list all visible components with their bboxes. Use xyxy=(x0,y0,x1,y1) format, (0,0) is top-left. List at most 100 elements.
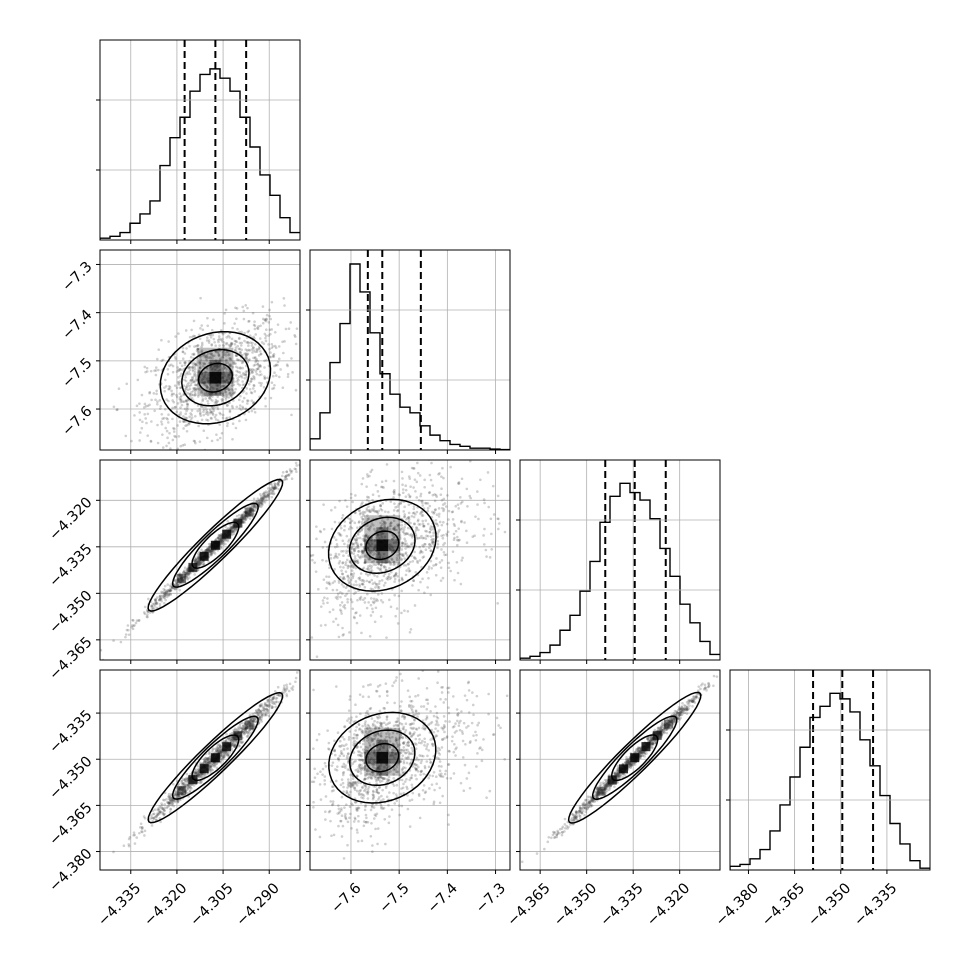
sample-point xyxy=(574,515,577,518)
sample-point xyxy=(407,493,411,496)
sample-point xyxy=(301,615,304,618)
sample-point xyxy=(185,570,189,573)
sample-point xyxy=(197,773,201,776)
sample-point xyxy=(193,345,196,348)
sample-point xyxy=(198,774,202,777)
sample-point xyxy=(361,551,364,554)
sample-point xyxy=(210,767,213,771)
sample-point xyxy=(187,783,190,787)
sample-point xyxy=(263,318,267,321)
sample-point xyxy=(361,537,365,541)
sample-point xyxy=(137,619,141,622)
sample-point xyxy=(257,708,260,712)
sample-point xyxy=(205,418,208,422)
sample-point xyxy=(248,511,252,514)
sample-point xyxy=(369,510,372,513)
sample-point xyxy=(236,382,240,386)
sample-point xyxy=(360,631,363,635)
sample-point xyxy=(233,348,237,352)
sample-point xyxy=(244,511,248,515)
sample-point xyxy=(187,786,191,790)
sample-point xyxy=(229,357,232,360)
sample-point xyxy=(396,622,400,625)
sample-point xyxy=(174,405,177,409)
sample-point xyxy=(173,384,177,387)
sample-point xyxy=(350,526,354,530)
sample-point xyxy=(189,394,192,398)
sample-point xyxy=(469,496,472,500)
sample-point xyxy=(263,495,267,499)
sample-point xyxy=(379,567,383,570)
sample-point xyxy=(256,348,259,352)
sample-point xyxy=(457,539,460,542)
sample-point xyxy=(224,361,227,365)
sample-point xyxy=(168,795,172,799)
sample-point xyxy=(384,566,387,569)
sample-point xyxy=(186,783,189,787)
sample-point xyxy=(282,686,286,690)
sample-point xyxy=(266,487,270,490)
sample-point xyxy=(199,360,202,364)
sample-point xyxy=(213,340,216,344)
sample-point xyxy=(384,479,388,483)
sample-point xyxy=(201,772,205,776)
sample-point xyxy=(224,750,227,754)
sample-point xyxy=(369,603,373,607)
sample-point xyxy=(252,719,255,723)
sample-point xyxy=(219,540,223,543)
sample-point xyxy=(351,500,354,504)
sample-point xyxy=(209,398,213,401)
sample-point xyxy=(193,772,197,776)
sample-point xyxy=(350,519,354,523)
sample-point xyxy=(392,527,395,530)
sample-point xyxy=(181,791,185,794)
sample-point xyxy=(341,634,345,637)
sample-point xyxy=(420,565,423,569)
sample-point xyxy=(261,502,264,506)
sample-point xyxy=(215,766,219,770)
sample-point xyxy=(423,485,426,489)
sample-point xyxy=(173,434,176,438)
sample-point xyxy=(251,351,254,354)
sample-point xyxy=(207,560,210,564)
sample-point xyxy=(393,490,396,494)
histogram-step xyxy=(520,482,720,660)
sample-point xyxy=(183,783,186,787)
sample-point xyxy=(437,512,441,516)
sample-point xyxy=(183,578,186,581)
sample-point xyxy=(171,586,175,590)
sample-point xyxy=(169,796,172,800)
sample-point xyxy=(253,720,256,724)
sample-point xyxy=(194,557,197,561)
sample-point xyxy=(244,731,247,734)
sample-point xyxy=(210,439,214,443)
sample-point xyxy=(398,553,401,556)
sample-point xyxy=(245,354,248,358)
sample-point xyxy=(322,503,325,506)
sample-point xyxy=(249,508,252,511)
sample-point xyxy=(258,370,262,373)
sample-point xyxy=(224,395,227,399)
sample-point xyxy=(180,577,183,580)
sample-point xyxy=(363,560,367,563)
sample-point xyxy=(152,602,156,605)
sample-point xyxy=(177,573,180,577)
sample-point xyxy=(158,452,161,455)
sample-point xyxy=(251,727,255,731)
sample-point xyxy=(206,548,209,552)
sample-point xyxy=(198,366,202,370)
sample-point xyxy=(246,402,249,405)
sample-point xyxy=(197,554,201,558)
sample-point xyxy=(242,520,245,523)
sample-point xyxy=(443,553,446,557)
sample-point xyxy=(161,812,165,815)
sample-point xyxy=(451,518,455,521)
sample-point xyxy=(144,417,147,420)
sample-point xyxy=(310,636,314,639)
sample-point xyxy=(333,545,337,549)
sample-point xyxy=(176,424,179,427)
sample-point xyxy=(403,525,407,529)
sample-point xyxy=(253,320,256,323)
sample-point xyxy=(365,555,369,558)
sample-point xyxy=(392,496,395,499)
